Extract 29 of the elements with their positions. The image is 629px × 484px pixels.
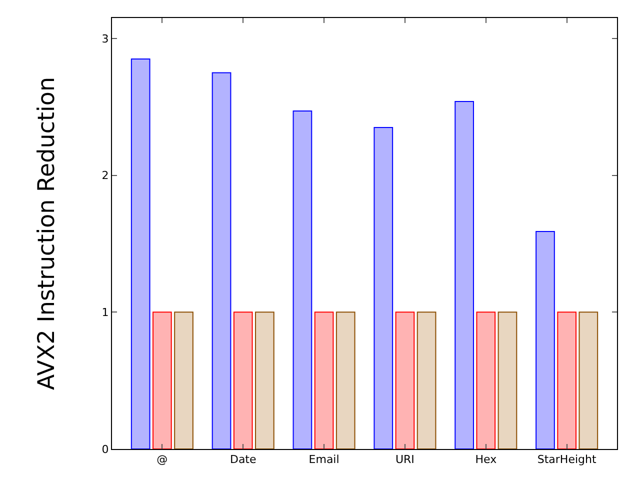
x-tick-label: Hex	[475, 453, 498, 466]
bar	[416, 312, 436, 449]
x-tick-label: StarHeight	[537, 453, 597, 466]
bar	[395, 312, 415, 449]
y-tick-label: 0	[102, 442, 109, 456]
x-tick-label: URI	[395, 453, 414, 466]
y-axis-title: AVX2 Instruction Reduction	[34, 76, 60, 390]
y-tick-label: 2	[102, 169, 109, 182]
bar	[130, 58, 150, 449]
bar	[292, 110, 312, 449]
bar	[536, 230, 555, 449]
y-tick-label: 3	[102, 32, 109, 46]
bar	[557, 312, 576, 449]
y-tick-label: 1	[102, 306, 109, 320]
bar	[174, 312, 194, 449]
bar	[233, 312, 253, 449]
bar	[255, 312, 274, 449]
bar	[152, 312, 172, 449]
bar	[498, 312, 518, 449]
bar	[454, 100, 474, 449]
x-tick-label: Email	[308, 453, 340, 466]
bar	[212, 72, 232, 449]
bar	[476, 312, 496, 449]
bar	[578, 312, 598, 449]
x-tick-label: @	[156, 453, 168, 466]
bar	[374, 126, 394, 449]
x-tick-label: Date	[230, 453, 256, 466]
bar	[336, 312, 356, 449]
bar	[314, 312, 334, 449]
